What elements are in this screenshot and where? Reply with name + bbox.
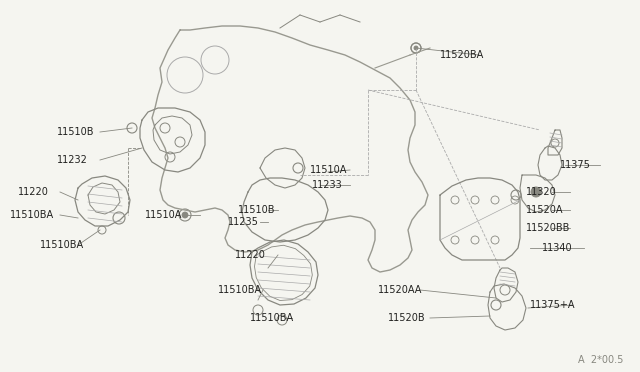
Text: 11375: 11375 xyxy=(560,160,591,170)
Text: 11510A: 11510A xyxy=(145,210,182,220)
Circle shape xyxy=(182,212,188,218)
Circle shape xyxy=(531,187,541,197)
Text: 11235: 11235 xyxy=(228,217,259,227)
Text: 11510B: 11510B xyxy=(57,127,95,137)
Circle shape xyxy=(414,46,418,50)
Text: 11233: 11233 xyxy=(312,180,343,190)
Text: 11520B: 11520B xyxy=(388,313,426,323)
Text: 11520AA: 11520AA xyxy=(378,285,422,295)
Text: 11232: 11232 xyxy=(57,155,88,165)
Text: 11320: 11320 xyxy=(526,187,557,197)
Text: 11340: 11340 xyxy=(542,243,573,253)
Text: 11520BB: 11520BB xyxy=(526,223,570,233)
Text: 11510BA: 11510BA xyxy=(218,285,262,295)
Text: 11520BA: 11520BA xyxy=(440,50,484,60)
Text: 11220: 11220 xyxy=(235,250,266,260)
Text: 11510BA: 11510BA xyxy=(250,313,294,323)
Text: 11510BA: 11510BA xyxy=(10,210,54,220)
Text: 11510BA: 11510BA xyxy=(40,240,84,250)
Text: 11510A: 11510A xyxy=(310,165,348,175)
Text: 11510B: 11510B xyxy=(238,205,275,215)
Text: 11375+A: 11375+A xyxy=(530,300,575,310)
Text: 11220: 11220 xyxy=(18,187,49,197)
Text: A  2*00.5: A 2*00.5 xyxy=(578,355,623,365)
Text: 11520A: 11520A xyxy=(526,205,563,215)
